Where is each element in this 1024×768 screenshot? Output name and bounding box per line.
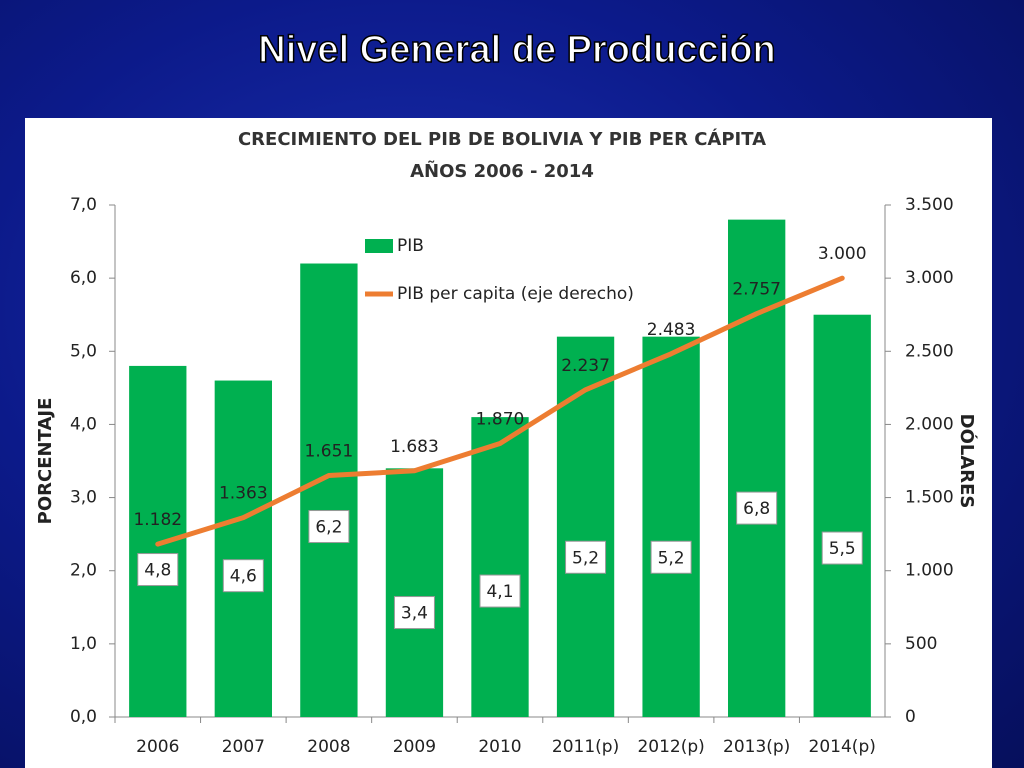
legend-label: PIB per capita (eje derecho) [397, 284, 634, 304]
bar [556, 336, 615, 717]
data-label-box [650, 540, 692, 574]
y-tick-label: 7,0 [70, 195, 97, 215]
bar [642, 336, 700, 717]
x-tick-label: 2014(p) [809, 737, 876, 757]
chart-title: CRECIMIENTO DEL PIB DE BOLIVIA Y PIB PER… [238, 128, 766, 150]
y2-tick-label: 0 [905, 707, 916, 727]
y-tick-label: 2,0 [70, 561, 97, 581]
data-label-box [393, 596, 435, 630]
chart-subtitle: AÑOS 2006 - 2014 [410, 159, 594, 182]
bar [813, 314, 871, 717]
slide-title: Nivel General de Producción [258, 29, 775, 71]
data-label-box [479, 574, 521, 608]
x-tick-label: 2006 [136, 737, 179, 757]
bar-data-label: 5,2 [658, 548, 685, 568]
y-tick-label: 1,0 [70, 634, 97, 654]
line [155, 275, 845, 547]
line-data-label: 1.182 [133, 510, 182, 530]
x-tick-label: 2010 [478, 737, 521, 757]
x-tick-label: 2013(p) [723, 737, 790, 757]
y-tick-label: 3,0 [70, 488, 97, 508]
legend-label: PIB [397, 236, 424, 256]
data-label-box [736, 491, 778, 525]
bar-data-label: 5,5 [829, 539, 856, 559]
x-tick-label: 2007 [222, 737, 265, 757]
line-data-label: 2.757 [732, 280, 781, 300]
y2-tick-label: 500 [905, 634, 937, 654]
legend-swatch [365, 239, 393, 253]
line-data-label: 2.237 [561, 356, 610, 376]
y2-tick-label: 3.000 [905, 268, 954, 288]
bar-data-label: 4,1 [486, 582, 513, 602]
bar-data-label: 6,2 [315, 518, 342, 538]
bar [214, 380, 272, 717]
y2-tick-label: 3.500 [905, 195, 954, 215]
bar [300, 263, 358, 717]
x-tick-label: 2011(p) [552, 737, 619, 757]
bar [129, 365, 187, 717]
y-tick-label: 4,0 [70, 414, 97, 434]
bar-data-label: 4,6 [230, 567, 257, 587]
data-label-box [565, 540, 607, 574]
y-axis-label: PORCENTAJE [35, 398, 56, 525]
bar-data-label: 3,4 [401, 604, 428, 624]
y-tick-label: 0,0 [70, 707, 97, 727]
y-tick-label: 6,0 [70, 268, 97, 288]
line-data-label: 1.363 [219, 484, 268, 504]
bar [385, 468, 444, 717]
data-label-box [821, 531, 863, 565]
y2-tick-label: 1.500 [905, 488, 954, 508]
line-data-label: 1.870 [476, 409, 525, 429]
bar [471, 417, 529, 717]
y2-tick-label: 1.000 [905, 561, 954, 581]
bar-data-label: 5,2 [572, 548, 599, 568]
y2-axis-label: DÓLARES [956, 414, 978, 509]
x-tick-label: 2012(p) [637, 737, 704, 757]
data-label-box [308, 510, 350, 544]
line-data-label: 1.683 [390, 437, 439, 457]
line-data-label: 2.483 [647, 320, 696, 340]
bar-data-label: 4,8 [144, 561, 171, 581]
data-label-box [137, 553, 179, 587]
x-tick-label: 2009 [393, 737, 436, 757]
bar-data-label: 6,8 [743, 499, 770, 519]
line-data-label: 3.000 [818, 244, 867, 264]
bar [728, 219, 786, 717]
line-data-label: 1.651 [305, 441, 354, 461]
x-tick-label: 2008 [307, 737, 350, 757]
y2-tick-label: 2.500 [905, 341, 954, 361]
y2-tick-label: 2.000 [905, 414, 954, 434]
data-label-box [222, 559, 264, 593]
y-tick-label: 5,0 [70, 341, 97, 361]
